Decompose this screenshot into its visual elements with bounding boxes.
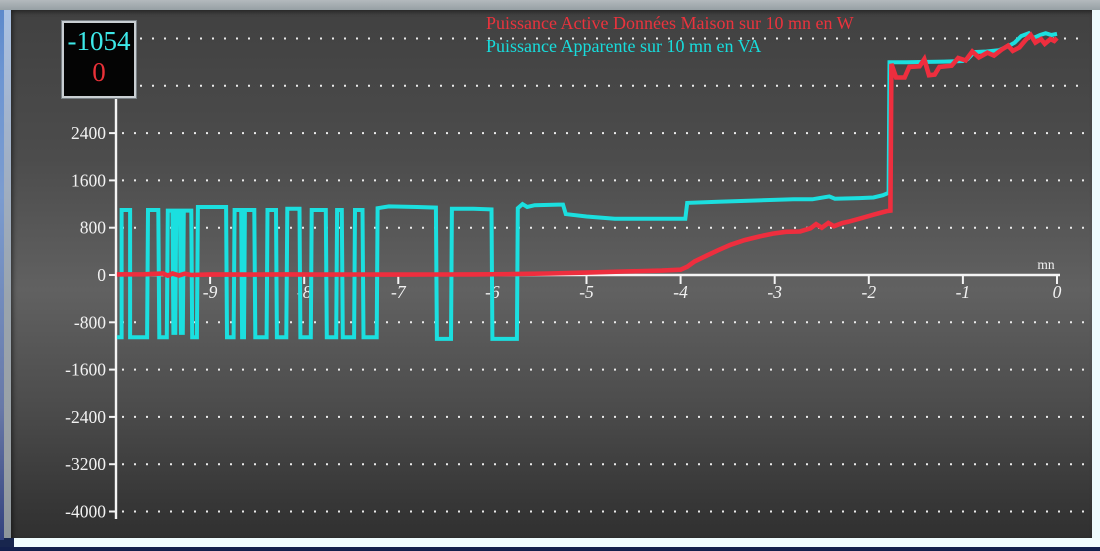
x-tick-label: 0 [1053, 282, 1062, 302]
legend-item-active-power: Puissance Active Données Maison sur 10 m… [486, 13, 854, 33]
legend-item-apparent-power: Puissance Apparente sur 10 mn en VA [486, 36, 762, 56]
x-tick-label: -3 [767, 282, 782, 302]
chart-legend: Puissance Active Données Maison sur 10 m… [486, 12, 854, 58]
active-power-readout: 0 [92, 57, 106, 87]
window-bottom-border [14, 538, 1100, 547]
y-tick-label: -1600 [65, 360, 106, 380]
y-tick-label: 1600 [71, 170, 106, 190]
window-bottom-edge [0, 547, 1100, 551]
window-left-border-outer [0, 10, 4, 540]
apparent-power-readout: -1054 [67, 26, 131, 56]
active-power-line [116, 31, 1059, 279]
x-axis-unit-label: mn [1037, 257, 1055, 272]
y-tick-label: -2400 [65, 407, 106, 427]
y-tick-label: -3200 [65, 454, 106, 474]
x-tick-label: -4 [673, 282, 688, 302]
x-tick-label: -2 [862, 282, 877, 302]
y-tick-label: -800 [74, 312, 106, 332]
window-right-border [1092, 10, 1100, 547]
x-tick-label: -1 [956, 282, 971, 302]
x-tick-label: -7 [391, 282, 407, 302]
window-top-border [0, 0, 1100, 10]
value-readout-box: -1054 0 [62, 21, 136, 98]
window-left-border-inner [4, 10, 11, 538]
x-tick-label: -9 [203, 282, 218, 302]
y-tick-label: 2400 [71, 123, 106, 143]
y-tick-label: -4000 [65, 502, 106, 522]
x-tick-label: -5 [579, 282, 594, 302]
y-tick-label: 800 [80, 218, 107, 238]
y-tick-label: 0 [97, 265, 106, 285]
